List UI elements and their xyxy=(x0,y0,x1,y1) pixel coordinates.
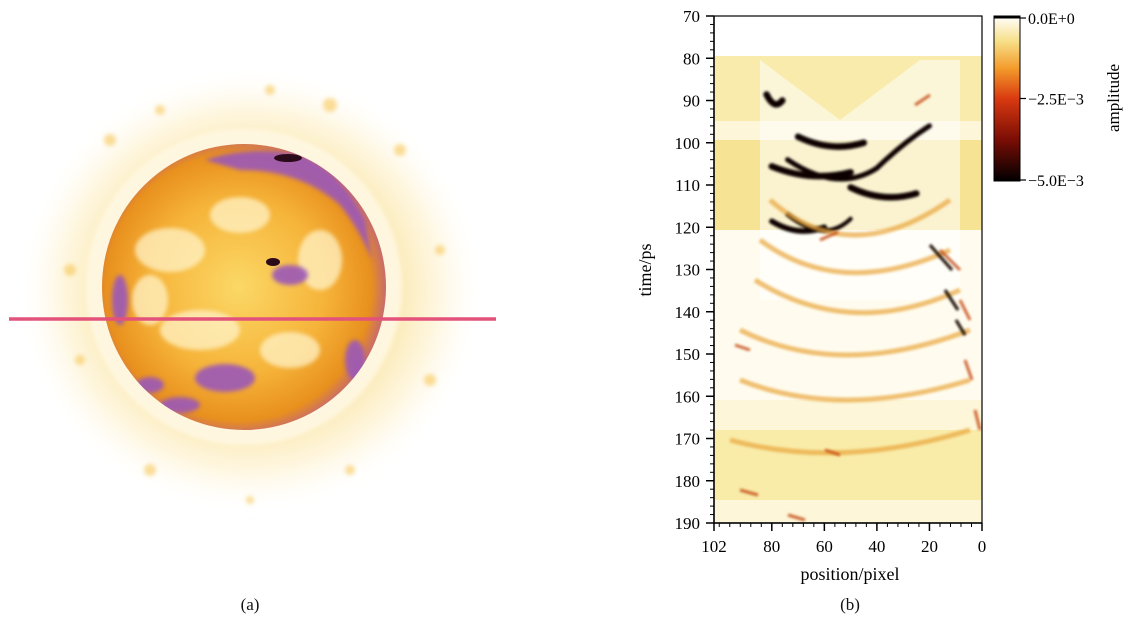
right-edge-streaks xyxy=(928,244,967,336)
feature-streak xyxy=(847,184,920,201)
feature-streak xyxy=(794,133,868,150)
sample-image xyxy=(9,65,496,515)
panel-b: 70 80 90 100 110 120 130 140 150 160 170 180 190 tim… xyxy=(520,0,1131,621)
colorbar xyxy=(993,15,1021,182)
colorbar-ticks: 0.0E+0 −2.5E−3 −5.0E−3 xyxy=(1020,11,1084,190)
x-tick-label: 102 xyxy=(701,537,727,556)
x-tick-label: 40 xyxy=(868,537,885,556)
colorbar-tick-label: −5.0E−3 xyxy=(1028,173,1084,190)
y-tick-label: 180 xyxy=(675,472,701,491)
y-tick-label: 150 xyxy=(675,345,701,364)
y-tick-label: 120 xyxy=(675,218,701,237)
y-tick-label: 130 xyxy=(675,261,701,280)
y-tick-label: 80 xyxy=(683,49,700,68)
colorbar-label: amplitude xyxy=(1104,64,1123,132)
halo-speckles xyxy=(64,85,445,504)
colorbar-tick-label: 0.0E+0 xyxy=(1028,11,1075,28)
caption-b: (b) xyxy=(840,595,860,614)
x-tick-label: 60 xyxy=(816,537,833,556)
y-axis-label: time/ps xyxy=(635,244,655,297)
y-tick-label: 190 xyxy=(675,514,701,533)
colorbar-tick-label: −2.5E−3 xyxy=(1028,92,1084,109)
x-tick-label: 0 xyxy=(978,537,987,556)
chevron-arcs xyxy=(729,197,971,456)
heatmap-chart: 70 80 90 100 110 120 130 140 150 160 170 180 190 tim… xyxy=(635,7,1123,584)
y-tick-label: 140 xyxy=(675,303,701,322)
red-streaks xyxy=(734,93,982,522)
y-tick-label: 110 xyxy=(675,176,700,195)
y-tick-label: 170 xyxy=(675,430,701,449)
y-tick-label: 100 xyxy=(675,134,701,153)
panel-a: (a) xyxy=(0,0,520,621)
feature-streak xyxy=(768,163,854,180)
y-tick-label: 70 xyxy=(683,7,700,26)
caption-a: (a) xyxy=(240,595,260,614)
x-tick-label: 20 xyxy=(921,537,938,556)
feature-streak xyxy=(785,123,932,182)
y-axis-ticks: 70 80 90 100 110 120 130 140 150 160 170 180 190 xyxy=(675,7,714,533)
y-tick-label: 90 xyxy=(683,92,700,111)
plot-content xyxy=(714,16,982,522)
y-tick-label: 160 xyxy=(675,387,701,406)
x-tick-label: 80 xyxy=(763,537,780,556)
feature-streak xyxy=(763,91,786,108)
x-axis-ticks: 102 80 60 40 20 0 xyxy=(701,523,986,556)
x-axis-label: position/pixel xyxy=(801,564,900,584)
